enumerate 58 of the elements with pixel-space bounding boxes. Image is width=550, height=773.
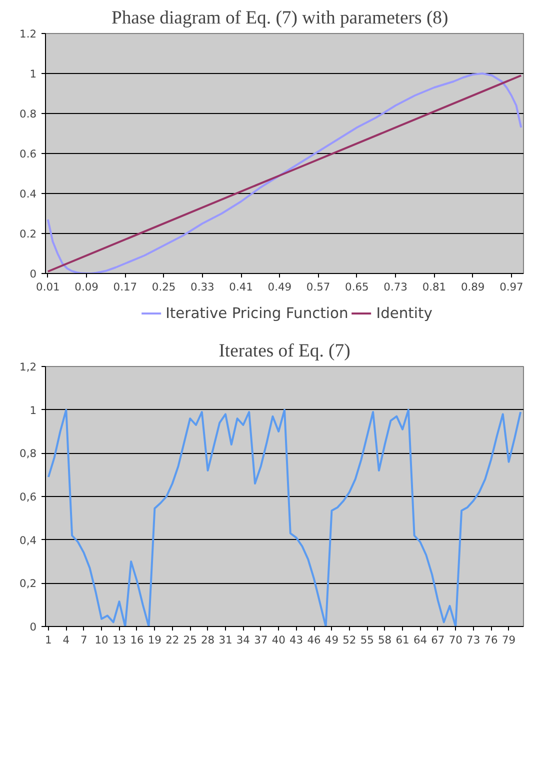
y-tick-label: 0.2 bbox=[20, 228, 37, 240]
x-tick-label: 28 bbox=[201, 634, 215, 646]
x-tick-label: 1 bbox=[45, 634, 52, 646]
x-tick-label: 0.49 bbox=[268, 280, 292, 294]
chart-title: Phase diagram of Eq. (7) with parameters (8) bbox=[111, 8, 448, 28]
x-tick-label: 79 bbox=[502, 634, 516, 646]
x-tick-label: 0.01 bbox=[36, 280, 60, 294]
x-tick-label: 37 bbox=[254, 634, 268, 646]
x-tick-label: 0.33 bbox=[190, 280, 214, 294]
x-tick-label: 73 bbox=[466, 634, 480, 646]
legend-label: Iterative Pricing Function bbox=[166, 304, 348, 322]
x-tick-label: 0.57 bbox=[306, 280, 330, 294]
x-tick-label: 55 bbox=[360, 634, 374, 646]
x-tick-label: 13 bbox=[112, 634, 126, 646]
y-tick-label: 0,8 bbox=[20, 447, 37, 460]
x-tick-label: 40 bbox=[272, 634, 286, 646]
y-tick-label: 0,6 bbox=[20, 490, 37, 504]
x-tick-label: 49 bbox=[324, 634, 339, 646]
x-tick-label: 58 bbox=[378, 634, 392, 646]
x-tick-label: 61 bbox=[396, 634, 410, 646]
x-tick-label: 10 bbox=[94, 634, 109, 646]
x-tick-label: 31 bbox=[218, 634, 232, 646]
y-tick-label: 1.2 bbox=[20, 28, 37, 40]
x-tick-label: 46 bbox=[307, 634, 322, 646]
x-tick-label: 16 bbox=[130, 634, 144, 646]
x-tick-label: 43 bbox=[290, 634, 304, 646]
x-tick-label: 22 bbox=[166, 634, 180, 646]
x-tick-label: 52 bbox=[342, 634, 356, 646]
x-tick-label: 64 bbox=[413, 634, 428, 646]
y-tick-label: 0.8 bbox=[20, 108, 37, 120]
x-tick-label: 0.65 bbox=[345, 280, 369, 294]
x-tick-label: 0.25 bbox=[152, 280, 176, 294]
y-tick-label: 0,4 bbox=[20, 534, 37, 547]
x-tick-label: 25 bbox=[183, 634, 197, 646]
chart-title: Iterates of Eq. (7) bbox=[218, 340, 350, 362]
y-tick-label: 0 bbox=[30, 620, 37, 634]
x-tick-label: 7 bbox=[80, 634, 88, 646]
y-tick-label: 0.6 bbox=[20, 148, 37, 160]
x-tick-label: 4 bbox=[62, 634, 70, 646]
x-tick-label: 0.73 bbox=[384, 280, 408, 294]
x-tick-label: 19 bbox=[148, 634, 162, 646]
legend-label: Identity bbox=[376, 304, 432, 322]
x-tick-label: 0.81 bbox=[422, 280, 446, 294]
x-tick-label: 0.09 bbox=[74, 280, 99, 294]
x-tick-label: 0.97 bbox=[500, 280, 524, 294]
x-tick-label: 70 bbox=[448, 634, 463, 646]
x-tick-label: 34 bbox=[236, 634, 250, 646]
y-tick-label: 0.4 bbox=[20, 188, 37, 200]
x-tick-label: 0.41 bbox=[229, 280, 253, 294]
x-tick-label: 0.17 bbox=[113, 280, 138, 294]
y-tick-label: 1 bbox=[30, 68, 36, 80]
x-tick-label: 67 bbox=[431, 634, 445, 646]
y-tick-label: 0,2 bbox=[20, 577, 37, 590]
y-tick-label: 0 bbox=[30, 268, 37, 280]
x-tick-label: 76 bbox=[484, 634, 498, 646]
x-tick-label: 0.89 bbox=[460, 280, 485, 294]
y-tick-label: 1 bbox=[30, 404, 36, 417]
y-tick-label: 1,2 bbox=[20, 360, 37, 374]
